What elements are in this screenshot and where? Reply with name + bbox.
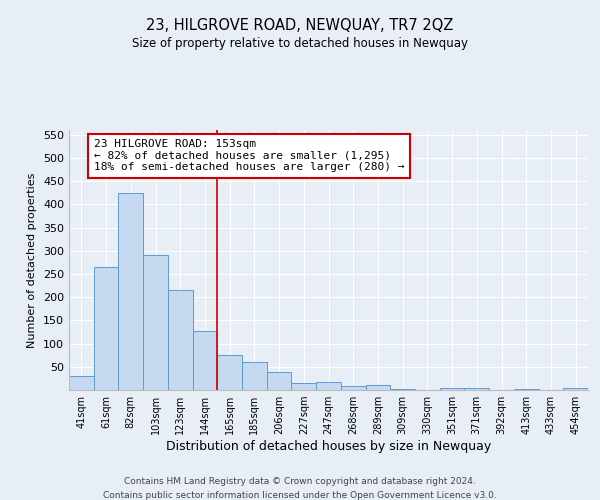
- Text: Contains public sector information licensed under the Open Government Licence v3: Contains public sector information licen…: [103, 491, 497, 500]
- Bar: [118, 192, 143, 390]
- Bar: [341, 386, 365, 390]
- Bar: [464, 388, 489, 390]
- Bar: [242, 362, 267, 390]
- Bar: [514, 388, 539, 390]
- Bar: [69, 376, 94, 390]
- Y-axis label: Number of detached properties: Number of detached properties: [28, 172, 37, 348]
- Text: 23 HILGROVE ROAD: 153sqm
← 82% of detached houses are smaller (1,295)
18% of sem: 23 HILGROVE ROAD: 153sqm ← 82% of detach…: [94, 140, 404, 172]
- Bar: [193, 331, 217, 390]
- Bar: [563, 388, 588, 390]
- Bar: [316, 382, 341, 390]
- Bar: [168, 290, 193, 390]
- Bar: [390, 388, 415, 390]
- Bar: [365, 386, 390, 390]
- Bar: [440, 388, 464, 390]
- Text: Contains HM Land Registry data © Crown copyright and database right 2024.: Contains HM Land Registry data © Crown c…: [124, 478, 476, 486]
- Bar: [94, 267, 118, 390]
- Text: Size of property relative to detached houses in Newquay: Size of property relative to detached ho…: [132, 38, 468, 51]
- Bar: [217, 354, 242, 390]
- Bar: [292, 383, 316, 390]
- Bar: [267, 372, 292, 390]
- Bar: [143, 256, 168, 390]
- X-axis label: Distribution of detached houses by size in Newquay: Distribution of detached houses by size …: [166, 440, 491, 453]
- Text: 23, HILGROVE ROAD, NEWQUAY, TR7 2QZ: 23, HILGROVE ROAD, NEWQUAY, TR7 2QZ: [146, 18, 454, 32]
